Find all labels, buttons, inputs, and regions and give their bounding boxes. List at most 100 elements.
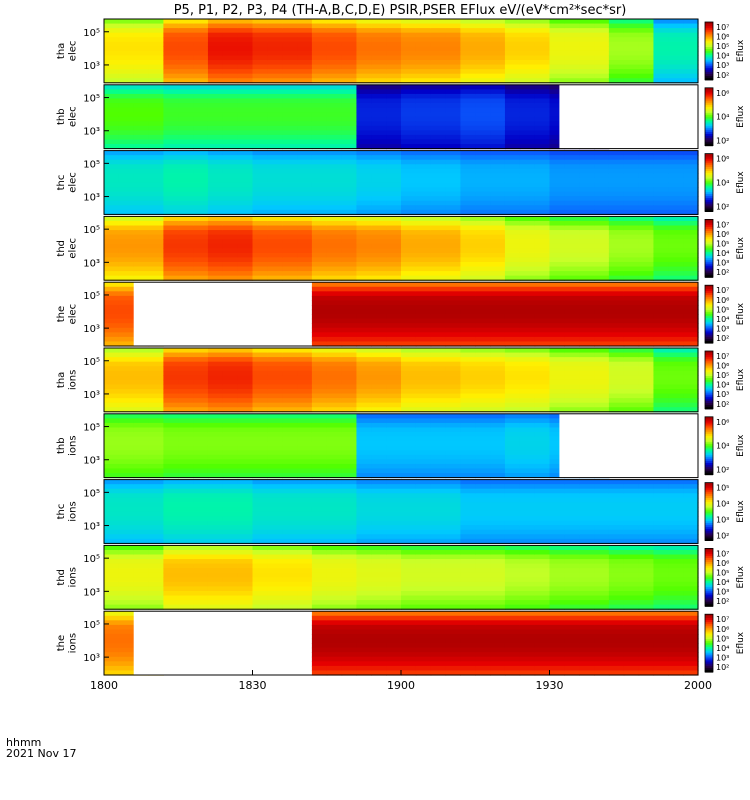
colorbar-segment	[705, 31, 713, 35]
spectrogram-cell	[341, 506, 358, 513]
colorbar-segment	[705, 364, 713, 368]
spectrogram-cell	[579, 155, 595, 161]
spectrogram-cell	[371, 73, 387, 79]
spectrogram-cell	[475, 468, 491, 474]
spectrogram-cell	[267, 37, 283, 43]
spectrogram-cell	[267, 200, 283, 206]
spectrogram-cell	[475, 55, 491, 61]
colorbar-segment	[705, 126, 713, 129]
spectrogram-cell	[683, 187, 699, 193]
spectrogram-cell	[252, 150, 268, 156]
spectrogram-cell	[163, 116, 179, 122]
spectrogram-cell	[401, 323, 417, 329]
colorbar-segment	[705, 370, 713, 373]
spectrogram-cell	[519, 577, 536, 583]
spectrogram-cell	[386, 554, 402, 560]
spectrogram-cell	[311, 139, 328, 145]
spectrogram-cell	[534, 23, 551, 29]
spectrogram-cell	[519, 125, 536, 131]
spectrogram-cell	[193, 19, 209, 25]
spectrogram-cell	[282, 182, 298, 188]
spectrogram-cell	[460, 559, 476, 565]
spectrogram-cell	[282, 275, 298, 281]
spectrogram-cell	[415, 60, 432, 66]
spectrogram-cell	[178, 248, 194, 254]
spectrogram-cell	[579, 60, 595, 66]
spectrogram-cell	[237, 445, 254, 451]
spectrogram-cell	[460, 389, 476, 395]
spectrogram-cell	[445, 497, 461, 503]
spectrogram-cell	[193, 549, 209, 556]
spectrogram-cell	[579, 275, 595, 281]
spectrogram-cell	[371, 125, 387, 131]
spectrogram-cell	[653, 266, 669, 272]
spectrogram-cell	[608, 28, 625, 34]
spectrogram-cell	[297, 538, 313, 544]
spectrogram-cell	[445, 422, 461, 429]
spectrogram-cell	[282, 266, 298, 272]
spectrogram-cell	[401, 525, 417, 531]
spectrogram-cell	[237, 568, 254, 574]
spectrogram-cell	[683, 191, 699, 197]
spectrogram-cell	[163, 261, 179, 268]
spectrogram-cell	[608, 209, 625, 215]
spectrogram-cell	[282, 436, 298, 442]
spectrogram-cell	[415, 41, 432, 47]
spectrogram-cell	[549, 168, 565, 174]
spectrogram-cell	[237, 69, 254, 75]
spectrogram-cell	[534, 520, 551, 526]
spectrogram-cell	[371, 572, 387, 578]
spectrogram-cell	[401, 336, 417, 343]
spectrogram-cell	[564, 230, 580, 236]
spectrogram-cell	[163, 243, 179, 249]
spectrogram-cell	[222, 271, 239, 277]
spectrogram-cell	[594, 525, 610, 531]
spectrogram-cell	[623, 502, 640, 508]
spectrogram-cell	[490, 50, 506, 57]
spectrogram-cell	[163, 125, 179, 131]
spectrogram-cell	[104, 436, 120, 442]
spectrogram-cell	[519, 266, 536, 272]
spectrogram-cell	[460, 261, 476, 268]
spectrogram-cell	[207, 502, 224, 508]
spectrogram-cell	[282, 545, 298, 551]
spectrogram-cell	[104, 155, 120, 161]
spectrogram-cell	[386, 78, 402, 84]
spectrogram-cell	[193, 200, 209, 206]
spectrogram-cell	[579, 520, 595, 526]
spectrogram-cell	[445, 196, 461, 202]
spectrogram-cell	[356, 577, 372, 583]
spectrogram-cell	[178, 209, 194, 215]
spectrogram-cell	[475, 309, 491, 315]
colorbar-segment	[705, 403, 713, 406]
spectrogram-cell	[341, 393, 358, 399]
spectrogram-cell	[104, 266, 120, 272]
spectrogram-cell	[638, 32, 655, 38]
spectrogram-cell	[237, 168, 254, 174]
spectrogram-cell	[668, 300, 684, 306]
spectrogram-cell	[207, 370, 224, 376]
spectrogram-cell	[519, 604, 536, 610]
spectrogram-cell	[386, 234, 402, 240]
spectrogram-cell	[118, 418, 135, 424]
spectrogram-cell	[504, 19, 521, 25]
spectrogram-cell	[252, 529, 268, 535]
spectrogram-cell	[207, 84, 224, 90]
spectrogram-cell	[207, 187, 224, 193]
spectrogram-cell	[237, 484, 254, 490]
spectrogram-cell	[490, 300, 506, 306]
spectrogram-cell	[534, 69, 551, 75]
y-tick-label: 10⁵	[83, 488, 100, 499]
spectrogram-cell	[564, 554, 580, 560]
spectrogram-cell	[252, 534, 268, 540]
spectrogram-cell	[148, 275, 164, 281]
spectrogram-cell	[549, 432, 565, 438]
spectrogram-cell	[267, 216, 283, 222]
spectrogram-cell	[371, 252, 387, 259]
spectrogram-cell	[282, 69, 298, 75]
spectrogram-cell	[311, 107, 328, 113]
spectrogram-cell	[252, 520, 268, 526]
spectrogram-cell	[356, 450, 372, 456]
spectrogram-cell	[104, 389, 120, 395]
spectrogram-cell	[104, 563, 120, 569]
